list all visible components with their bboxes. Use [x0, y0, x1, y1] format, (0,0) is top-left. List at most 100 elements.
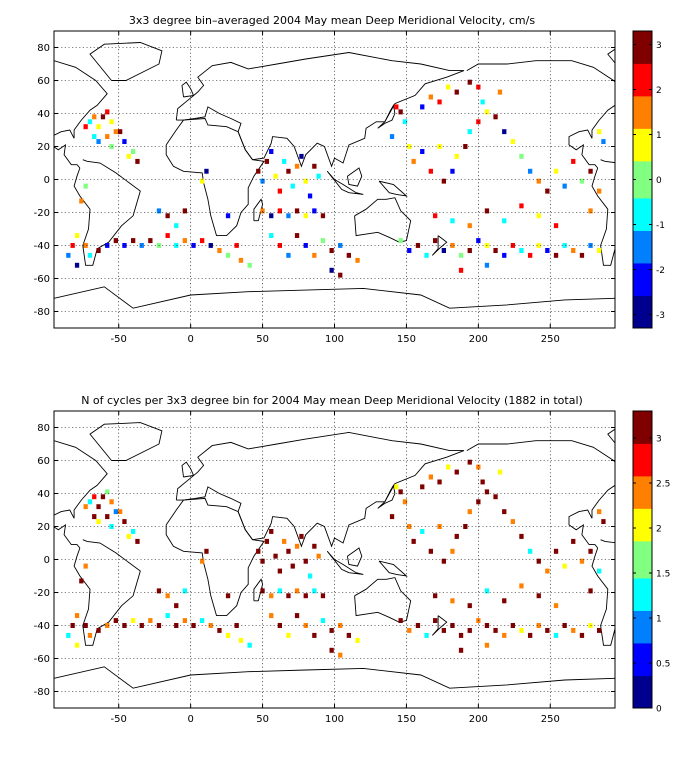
- colorbar-segment: [633, 105, 652, 111]
- data-bin: [105, 514, 110, 520]
- coastline-segment: [175, 431, 465, 548]
- data-bin: [105, 134, 110, 139]
- colorbar-segment: [633, 225, 652, 231]
- colorbar-segment: [633, 619, 652, 625]
- colorbar-segment: [633, 44, 652, 50]
- data-bin: [510, 519, 515, 524]
- colorbar-segment: [633, 142, 652, 148]
- data-bin: [553, 223, 559, 229]
- data-bin: [588, 588, 593, 594]
- data-bin: [148, 618, 153, 623]
- colorbar-segment: [633, 276, 652, 282]
- data-bin: [484, 262, 490, 268]
- data-bin: [450, 623, 455, 628]
- data-bin: [234, 243, 239, 248]
- data-bin: [139, 243, 144, 248]
- data-bin: [96, 504, 101, 510]
- colorbar-tick-label: 1.5: [656, 570, 670, 580]
- data-bin: [402, 119, 408, 125]
- colorbar-segment: [633, 610, 652, 616]
- coastline-segment: [175, 52, 465, 168]
- data-bin: [299, 533, 304, 539]
- data-bin: [329, 248, 334, 253]
- colorbar-segment: [633, 554, 652, 560]
- colorbar-segment: [633, 286, 652, 292]
- data-bin: [424, 252, 429, 258]
- data-bin: [389, 134, 395, 139]
- colorbar-segment: [633, 485, 652, 491]
- data-bin: [571, 248, 576, 253]
- data-bin: [126, 153, 131, 159]
- data-bin: [225, 632, 231, 638]
- data-bin: [450, 218, 455, 224]
- colorbar-segment: [633, 68, 652, 74]
- data-bin: [182, 588, 187, 594]
- data-bin: [597, 568, 602, 574]
- data-bin: [122, 243, 127, 248]
- data-bin: [588, 208, 593, 214]
- data-bin: [105, 243, 110, 248]
- colorbar-tick-label: 0: [656, 705, 662, 715]
- coastline-segment: [181, 461, 195, 478]
- colorbar-segment: [633, 564, 652, 570]
- colorbar-segment: [633, 109, 652, 115]
- data-bin: [290, 183, 295, 189]
- data-bin: [467, 223, 472, 229]
- data-bin: [286, 548, 291, 554]
- colorbar-segment: [633, 684, 652, 690]
- colorbar-segment: [633, 587, 652, 593]
- data-bin: [131, 529, 136, 534]
- data-bin: [256, 548, 261, 554]
- data-bin: [450, 598, 455, 604]
- data-bin: [286, 593, 291, 599]
- data-bin: [269, 529, 274, 534]
- data-bin: [398, 618, 403, 623]
- data-bin: [480, 479, 485, 485]
- data-bin: [579, 558, 585, 564]
- coastline-segment: [73, 159, 141, 266]
- x-tick-label: 100: [325, 334, 344, 345]
- colorbar-segment: [633, 661, 652, 667]
- colorbar-segment: [633, 466, 652, 472]
- colorbar-tick-label: -2: [656, 266, 665, 276]
- data-bin: [467, 248, 472, 253]
- data-bin: [247, 262, 252, 268]
- y-tick-label: -60: [34, 274, 50, 285]
- colorbar-segment: [633, 49, 652, 55]
- cycles-axis-ticks: -50 0 50 100 150 200 250 -80 -60 -40 -20 0 20 40 60 80: [34, 411, 615, 725]
- colorbar-segment: [633, 629, 652, 635]
- data-bin: [579, 632, 585, 638]
- colorbar-tick-label: 3: [656, 41, 662, 51]
- colorbar-segment: [633, 545, 652, 551]
- data-bin: [433, 618, 438, 623]
- colorbar-segment: [633, 438, 652, 444]
- data-bin: [83, 504, 88, 510]
- coastline-segment: [253, 198, 264, 222]
- data-bin: [113, 238, 118, 244]
- data-bin: [312, 163, 317, 169]
- data-bin: [320, 593, 326, 599]
- data-bin: [579, 178, 585, 184]
- cycles-gridlines: [54, 411, 615, 708]
- x-tick-label: 250: [541, 714, 560, 725]
- data-bin: [402, 499, 408, 505]
- colorbar-segment: [633, 35, 652, 41]
- data-bin: [519, 628, 524, 633]
- coastline-segment: [591, 539, 615, 646]
- coastline-segment: [54, 286, 615, 309]
- coastline-segment: [431, 615, 448, 636]
- y-tick-label: 40: [37, 109, 50, 120]
- data-bin: [338, 243, 343, 248]
- data-bin: [238, 257, 244, 263]
- colorbar-segment: [633, 156, 652, 162]
- colorbar-segment: [633, 244, 652, 250]
- colorbar-segment: [633, 471, 652, 477]
- data-bin: [105, 623, 110, 628]
- coastline-segment: [253, 578, 264, 602]
- data-bin: [338, 652, 343, 658]
- coastline-segment: [378, 180, 408, 197]
- data-bin: [174, 603, 179, 609]
- data-bin: [148, 238, 153, 244]
- y-tick-label: -60: [34, 654, 50, 665]
- data-bin: [502, 598, 507, 604]
